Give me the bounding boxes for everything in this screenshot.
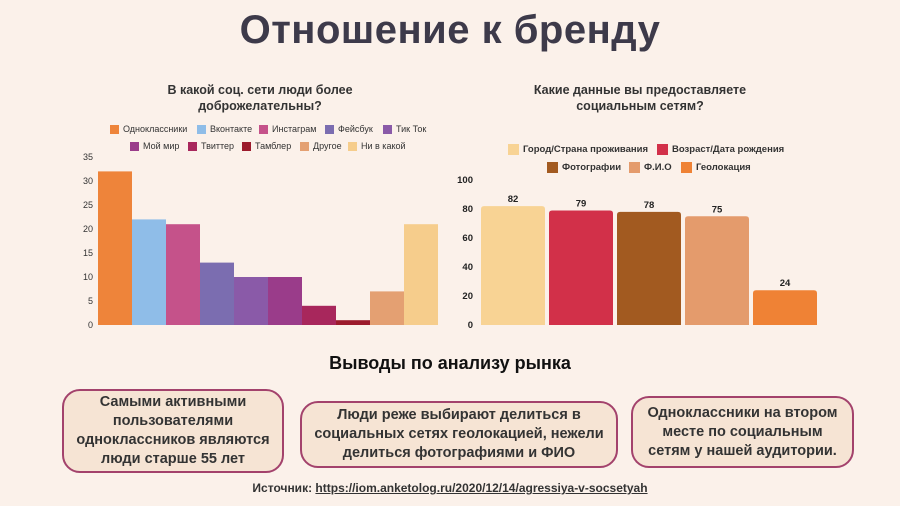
chart1-bar — [268, 277, 302, 325]
chart1-legend-item: Одноклассники — [110, 124, 187, 134]
chart1-legend-label: Тамблер — [255, 141, 292, 151]
chart1-legend-swatch — [130, 141, 139, 151]
chart1-legend-swatch — [325, 124, 334, 134]
chart2-data-label: 78 — [644, 200, 655, 211]
chart1-bar — [200, 262, 234, 325]
conclusion-card-3: Одноклассники на втором месте по социаль… — [631, 396, 854, 468]
chart1-legend-swatch — [259, 124, 268, 134]
chart1-y-tick: 5 — [88, 296, 93, 306]
source-line: Источник: https://iom.anketolog.ru/2020/… — [0, 481, 900, 495]
chart1-bar — [336, 320, 370, 325]
chart2-plot: 0 20 40 60 80 100 82 79 78 75 24 — [457, 175, 817, 331]
chart1-bar — [302, 305, 336, 325]
page-title: Отношение к бренду — [239, 8, 661, 52]
chart1-y-tick: 35 — [83, 152, 93, 162]
chart2-bar — [549, 210, 613, 325]
chart2-legend-item: Геолокация — [681, 162, 751, 173]
chart1-legend-swatch — [383, 124, 392, 134]
chart2-y-tick: 80 — [462, 204, 473, 215]
source-label: Источник: — [252, 481, 313, 495]
chart1-legend-swatch — [110, 124, 119, 134]
chart2-legend-label: Возраст/Дата рождения — [672, 144, 785, 155]
chart2-bar — [685, 216, 749, 325]
chart1-bar — [132, 219, 166, 325]
chart1-legend-item: Мой мир — [130, 141, 179, 151]
chart2-legend-item: Ф.И.О — [629, 162, 672, 173]
chart1-legend-label: Твиттер — [201, 141, 235, 151]
chart2-legend-item: Фотографии — [547, 162, 621, 173]
conclusions-heading: Выводы по анализу рынка — [329, 353, 571, 373]
chart1-legend-swatch — [300, 141, 309, 151]
chart1-legend-label: Тик Ток — [396, 124, 427, 134]
chart2-legend-swatch — [657, 144, 668, 155]
chart1-y-tick: 10 — [83, 272, 93, 282]
chart2-y-tick: 60 — [462, 233, 473, 244]
chart1-legend-swatch — [188, 141, 197, 151]
chart1-legend-label: Другое — [313, 141, 342, 151]
chart2-data-label: 79 — [576, 198, 587, 209]
conclusion-card-1: Самыми активными пользователями одноклас… — [62, 389, 284, 473]
chart1-bar — [370, 291, 404, 325]
chart2-legend-item: Город/Страна проживания — [508, 144, 648, 155]
chart1-bar — [166, 224, 200, 325]
chart1-legend-swatch — [242, 141, 251, 151]
chart1-y-tick: 15 — [83, 248, 93, 258]
chart1-y-tick: 25 — [83, 200, 93, 210]
chart2-legend-swatch — [629, 162, 640, 173]
chart2-bar — [617, 211, 681, 325]
chart1-legend-item: Инстаграм — [259, 124, 316, 134]
chart1-bar — [98, 171, 132, 325]
chart2-y-tick: 20 — [462, 291, 473, 302]
chart2-legend-swatch — [681, 162, 692, 173]
chart1-title: В какой соц. сети люди более доброжелате… — [167, 83, 353, 113]
chart2-y-tick: 100 — [457, 175, 473, 186]
chart1-legend-label: Вконтакте — [210, 124, 253, 134]
chart1-legend-swatch — [348, 141, 357, 151]
chart1-legend-item: Ни в какой — [348, 141, 406, 151]
chart2-y-tick: 0 — [468, 320, 473, 331]
chart2-legend-label: Ф.И.О — [644, 162, 672, 173]
chart1-legend-swatch — [197, 124, 206, 134]
chart1-legend-item: Тамблер — [242, 141, 291, 151]
chart2-title: Какие данные вы предоставляете социальны… — [533, 83, 747, 113]
chart1-bar — [404, 224, 438, 325]
chart1-legend-item: Вконтакте — [197, 124, 252, 134]
chart1-legend-item: Фейсбук — [325, 124, 373, 134]
chart2-legend-label: Фотографии — [562, 162, 622, 173]
chart1-legend-label: Мой мир — [143, 141, 180, 151]
chart2-y-tick: 40 — [462, 262, 473, 273]
chart1-legend-label: Инстаграм — [272, 124, 317, 134]
source-link[interactable]: https://iom.anketolog.ru/2020/12/14/agre… — [315, 481, 648, 495]
chart2-legend-swatch — [547, 162, 558, 173]
chart2-bar — [481, 206, 545, 325]
chart2-legend-label: Геолокация — [696, 162, 751, 173]
chart2-data-label: 75 — [712, 204, 723, 215]
chart1-y-tick: 20 — [83, 224, 93, 234]
chart2-data-label: 82 — [508, 194, 519, 205]
chart1-y-tick: 0 — [88, 320, 93, 330]
chart1-legend-label: Фейсбук — [338, 124, 373, 134]
chart1-legend-label: Одноклассники — [123, 124, 188, 134]
chart2-bar — [753, 290, 817, 325]
chart2-legend-label: Город/Страна проживания — [523, 144, 649, 155]
chart2-data-label: 24 — [780, 278, 791, 289]
chart2-legend-swatch — [508, 144, 519, 155]
chart1-plot: 0 5 10 15 20 25 30 35 — [83, 152, 438, 330]
chart1-legend-item: Другое — [300, 141, 342, 151]
chart1-legend-item: Твиттер — [188, 141, 234, 151]
chart1-legend-item: Тик Ток — [383, 124, 426, 134]
chart1-bar — [234, 277, 268, 325]
chart1-legend-label: Ни в какой — [361, 141, 406, 151]
chart1-y-tick: 30 — [83, 176, 93, 186]
chart2-legend-item: Возраст/Дата рождения — [657, 144, 784, 155]
conclusion-card-2: Люди реже выбирают делиться в социальных… — [300, 401, 618, 468]
